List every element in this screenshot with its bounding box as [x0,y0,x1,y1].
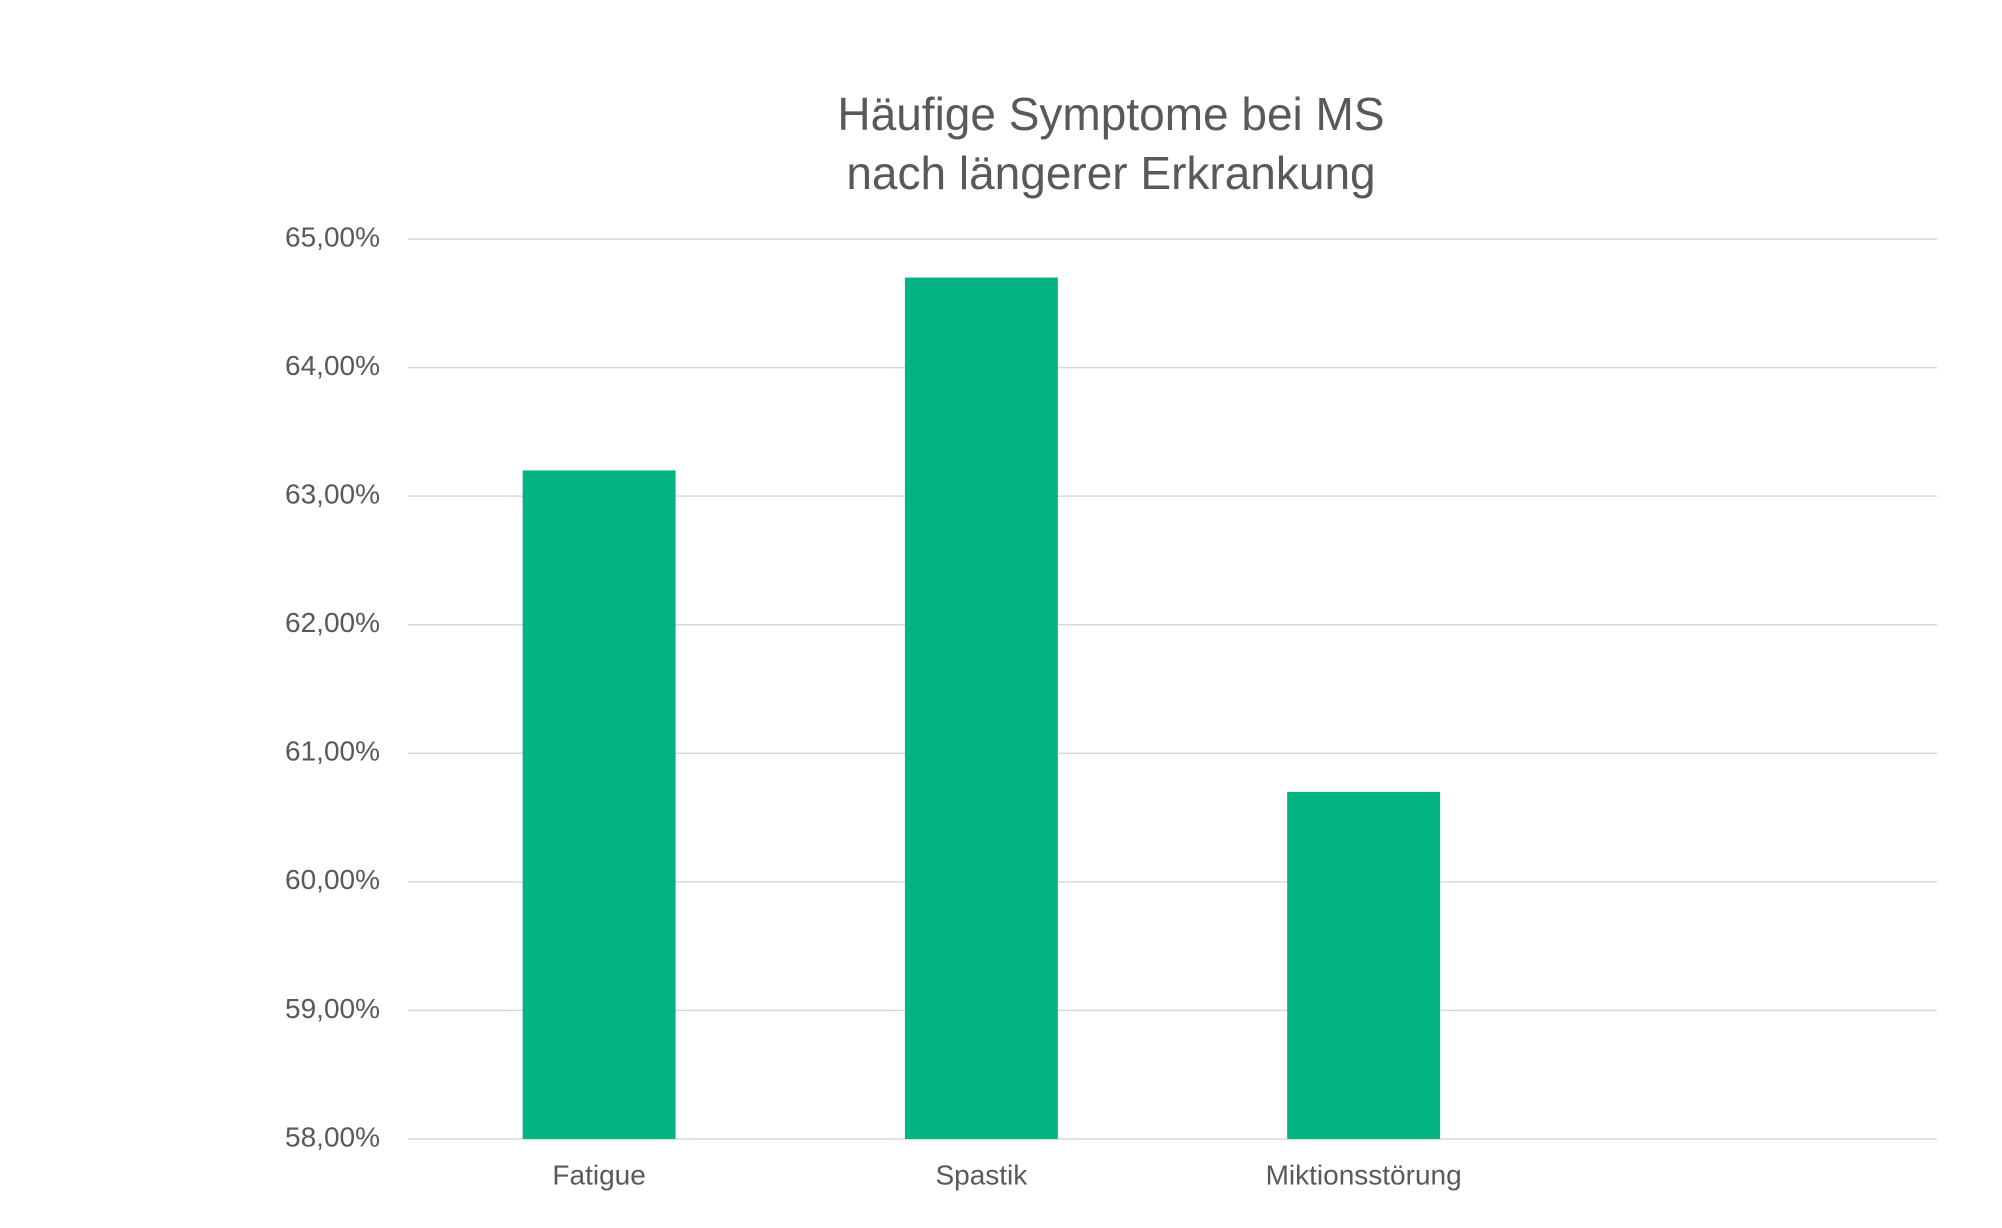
bar [522,470,676,1139]
chart-title: nach längerer Erkrankung [846,147,1375,199]
y-tick-label: 61,00% [285,736,380,767]
x-tick-label: Miktionsstörung [1266,1159,1462,1190]
y-tick-label: 60,00% [285,864,380,895]
y-tick-label: 62,00% [285,607,380,638]
y-tick-label: 64,00% [285,350,380,381]
y-tick-label: 58,00% [285,1121,380,1152]
y-tick-label: 59,00% [285,993,380,1024]
chart-title: Häufige Symptome bei MS [837,88,1384,140]
y-tick-label: 65,00% [285,221,380,252]
x-tick-label: Fatigue [552,1159,645,1190]
y-tick-label: 63,00% [285,479,380,510]
bar [904,277,1058,1140]
bar [1287,791,1441,1139]
x-tick-label: Spastik [935,1159,1028,1190]
